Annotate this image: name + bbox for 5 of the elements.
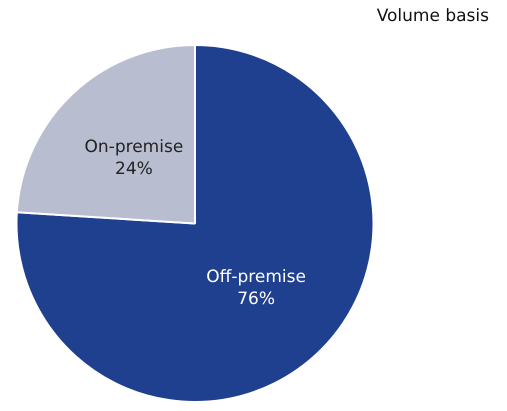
text: Volume basis [376,6,489,26]
slice-label: On-premise [84,136,184,157]
data-label: 24% [115,158,153,179]
data-label: 76% [237,288,275,309]
slice-label: Off-premise [206,266,306,287]
